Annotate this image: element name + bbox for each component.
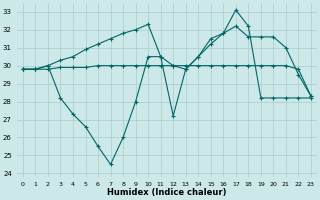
X-axis label: Humidex (Indice chaleur): Humidex (Indice chaleur) (107, 188, 227, 197)
